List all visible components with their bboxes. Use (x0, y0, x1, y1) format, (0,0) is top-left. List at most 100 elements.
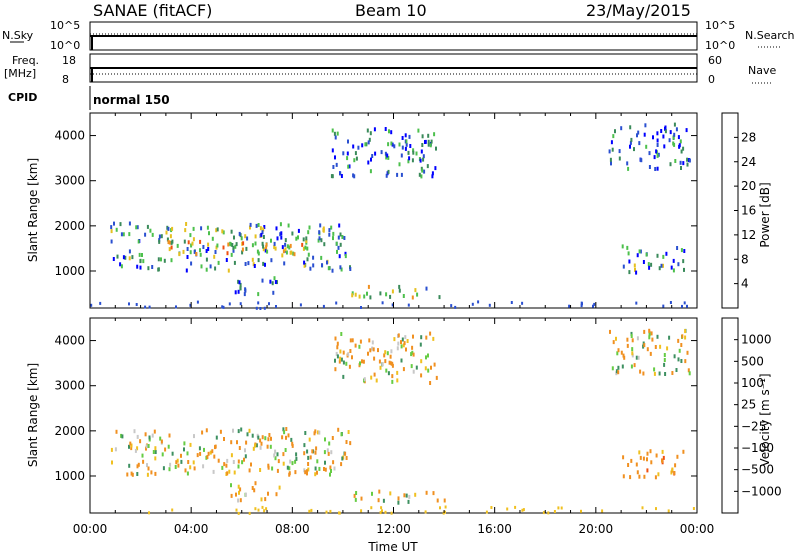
colorbar-tick-label: 500 (741, 354, 764, 368)
echo-cell (342, 350, 345, 355)
echo-cell (307, 462, 310, 466)
echo-cell (139, 439, 142, 444)
echo-cell (221, 229, 224, 234)
echo-cell (149, 228, 152, 233)
echo-cell (344, 254, 347, 259)
echo-cell (330, 225, 333, 230)
echo-cell (391, 142, 394, 147)
echo-cell (112, 257, 115, 261)
echo-cell (615, 336, 617, 341)
echo-cell (369, 348, 372, 353)
echo-cell (684, 359, 687, 364)
echo-cell (330, 450, 333, 455)
echo-cell (324, 460, 326, 465)
echo-cell (338, 511, 341, 515)
echo-cell (663, 353, 666, 357)
echo-cell (580, 509, 582, 513)
echo-cell (160, 439, 163, 444)
echo-cell (405, 493, 408, 498)
echo-cell (638, 474, 641, 479)
echo-cell (227, 268, 230, 273)
echo-cell (176, 458, 179, 463)
echo-cell (633, 263, 636, 268)
echo-cell (232, 460, 235, 464)
echo-cell (158, 239, 161, 244)
x-axis-label: Time UT (367, 540, 418, 554)
echo-cell (171, 451, 174, 456)
echo-cell (374, 151, 377, 156)
freq-tick-hi: 18 (62, 54, 76, 67)
echo-cell (301, 242, 304, 247)
echo-cell (230, 483, 232, 488)
y-tick-label: 3000 (54, 174, 85, 188)
echo-cell (199, 252, 202, 257)
echo-cell (425, 490, 428, 495)
echo-cell (255, 306, 258, 310)
echo-cell (216, 243, 219, 248)
echo-cell (396, 172, 399, 177)
echo-cell (262, 247, 265, 252)
echo-cell (128, 302, 130, 306)
echo-cell (412, 148, 415, 153)
colorbar-tick-label: 28 (741, 130, 756, 144)
echo-cell (171, 226, 174, 231)
colorbar-tick-label: 4 (741, 277, 749, 291)
echo-cell (351, 293, 354, 298)
echo-cell (199, 451, 202, 456)
echo-cell (642, 260, 645, 264)
echo-cell (359, 339, 362, 344)
echo-cell (273, 453, 276, 458)
echo-cell (421, 168, 424, 173)
echo-cell (635, 462, 638, 467)
echo-cell (260, 441, 263, 446)
echo-cell (663, 362, 666, 367)
echo-cell (653, 371, 656, 376)
echo-cell (510, 301, 513, 304)
echo-cell (351, 355, 353, 360)
echo-cell (191, 241, 194, 246)
x-ticks: 00:00 04:00 08:00 12:00 16:00 20:00 00:00 (73, 522, 715, 536)
echo-cell (680, 343, 683, 347)
echo-cell (387, 142, 390, 147)
echo-cell (442, 511, 445, 515)
echo-cell (388, 360, 391, 365)
echo-cell (379, 291, 382, 296)
echo-cell (643, 343, 646, 348)
echo-cell (193, 466, 196, 471)
echo-cell (422, 157, 425, 162)
echo-cell (404, 146, 407, 151)
echo-cell (245, 440, 248, 445)
echo-cell (136, 464, 139, 469)
echo-cell (165, 230, 168, 235)
echo-cell (214, 250, 217, 254)
echo-cell (663, 358, 666, 362)
echo-cell (307, 455, 310, 460)
echo-cell (275, 226, 278, 231)
echo-cell (249, 225, 251, 230)
echo-cell (279, 222, 282, 227)
echo-cell (358, 294, 361, 299)
echo-cell (282, 452, 285, 457)
echo-cell (682, 161, 685, 166)
echo-cell (308, 437, 311, 442)
echo-cell (229, 241, 232, 246)
echo-cell (339, 171, 342, 176)
echo-cell (196, 453, 199, 458)
echo-cell (180, 459, 183, 464)
echo-cell (152, 450, 155, 454)
echo-cell (207, 242, 210, 247)
echo-cell (427, 139, 430, 144)
echo-cell (241, 460, 244, 465)
echo-cell (354, 292, 357, 297)
echo-cell (379, 511, 382, 515)
echo-cell (611, 147, 614, 152)
echo-cell (386, 351, 389, 356)
echo-cell (136, 434, 139, 439)
echo-cell (686, 304, 688, 308)
echo-cell (686, 350, 689, 355)
echo-cell (337, 235, 340, 240)
echo-cell (139, 265, 142, 270)
echo-cell (381, 301, 384, 305)
echo-cell (352, 144, 355, 149)
echo-cell (175, 460, 178, 465)
